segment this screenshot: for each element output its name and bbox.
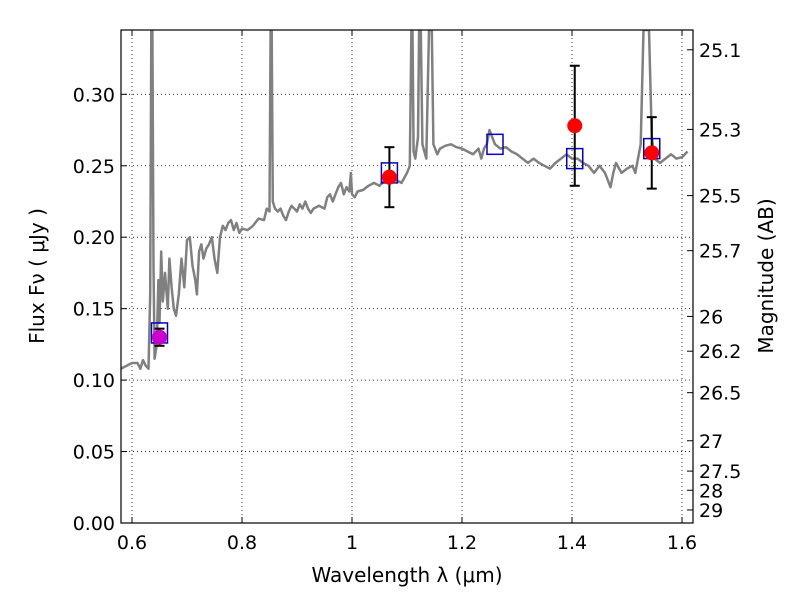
x-axis-label: Wavelength λ (μm)	[311, 563, 502, 587]
y2-tick-label: 25.5	[699, 186, 741, 208]
y-tick-label: 0.00	[73, 513, 115, 535]
x-tick-label: 1.6	[667, 532, 697, 554]
y2-tick-label: 25.1	[699, 40, 741, 62]
y-tick-label: 0.25	[73, 156, 115, 178]
observed-point	[644, 145, 660, 161]
spectrum-line	[121, 30, 689, 370]
y2-tick-label: 26	[699, 306, 723, 328]
x-tick-label: 0.6	[117, 532, 147, 554]
axis-ticks: 0.6 0.8 1 1.2 1.4 1.6 0.00 0.05 0.10 0.15 0.20 0.25…	[73, 30, 741, 554]
y-tick-label: 0.15	[73, 299, 115, 321]
y-tick-label: 0.20	[73, 227, 115, 249]
y2-tick-label: 26.2	[699, 341, 741, 363]
y-tick-label: 0.10	[73, 370, 115, 392]
x-tick-label: 1.4	[557, 532, 587, 554]
plot-frame	[120, 29, 694, 524]
x-tick-label: 0.8	[227, 532, 257, 554]
x-tick-label: 1.2	[447, 532, 477, 554]
y2-tick-label: 26.5	[699, 383, 741, 405]
observed-point	[567, 118, 583, 134]
y-tick-label: 0.30	[73, 84, 115, 106]
y-axis-label: Flux Fν ( μJy )	[25, 208, 49, 344]
observed-point	[152, 329, 167, 345]
y2-axis-label: Magnitude (AB)	[754, 198, 778, 353]
y2-tick-label: 27.5	[699, 461, 741, 483]
y2-tick-label: 27	[699, 431, 723, 453]
x-tick-label: 1	[346, 532, 358, 554]
y2-tick-label: 25.7	[699, 241, 741, 263]
y-tick-label: 0.05	[73, 442, 115, 464]
y2-tick-label: 25.3	[699, 119, 741, 141]
y2-tick-label: 29	[699, 500, 723, 522]
y2-tick-label: 28	[699, 480, 723, 502]
grid-lines	[121, 30, 693, 524]
plot-area	[121, 30, 689, 370]
observed-point	[381, 169, 397, 185]
model-point-square	[486, 133, 504, 156]
